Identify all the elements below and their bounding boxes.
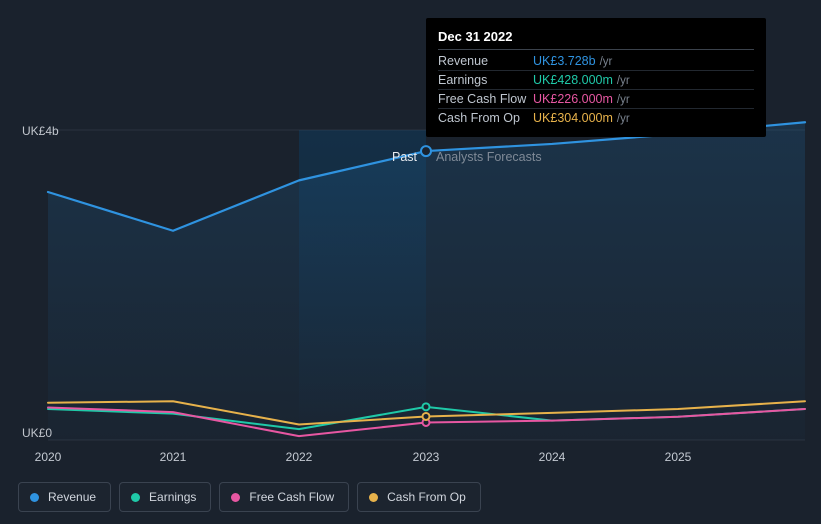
tooltip-row: EarningsUK£428.000m/yr bbox=[438, 71, 754, 90]
y-axis-label-max: UK£4b bbox=[22, 124, 59, 138]
tooltip-metric-value: UK£304.000m bbox=[533, 111, 613, 125]
financials-chart: UK£4b UK£0 Past Analysts Forecasts 2020 2… bbox=[0, 0, 821, 524]
legend-item-earnings[interactable]: Earnings bbox=[119, 482, 211, 512]
tooltip-row: Cash From OpUK£304.000m/yr bbox=[438, 109, 754, 127]
legend-label: Cash From Op bbox=[387, 490, 466, 504]
tooltip-unit: /yr bbox=[600, 56, 613, 68]
legend-dot bbox=[369, 493, 378, 502]
tooltip-date: Dec 31 2022 bbox=[438, 26, 754, 50]
x-tick-label: 2022 bbox=[286, 450, 313, 464]
x-tick-label: 2023 bbox=[413, 450, 440, 464]
legend-item-revenue[interactable]: Revenue bbox=[18, 482, 111, 512]
tooltip-metric-value: UK£428.000m bbox=[533, 73, 613, 87]
legend: Revenue Earnings Free Cash Flow Cash From O… bbox=[18, 482, 481, 512]
legend-dot bbox=[30, 493, 39, 502]
tooltip-metric-value: UK£226.000m bbox=[533, 92, 613, 106]
tooltip-row: RevenueUK£3.728b/yr bbox=[438, 52, 754, 71]
tooltip-metric-value: UK£3.728b bbox=[533, 54, 596, 68]
tooltip-unit: /yr bbox=[617, 94, 630, 106]
tooltip-metric-label: Cash From Op bbox=[438, 111, 533, 125]
x-tick-label: 2025 bbox=[665, 450, 692, 464]
tooltip-row: Free Cash FlowUK£226.000m/yr bbox=[438, 90, 754, 109]
tooltip-rows: RevenueUK£3.728b/yrEarningsUK£428.000m/y… bbox=[438, 52, 754, 127]
legend-label: Revenue bbox=[48, 490, 96, 504]
legend-label: Earnings bbox=[149, 490, 196, 504]
tooltip-metric-label: Revenue bbox=[438, 54, 533, 68]
legend-item-cfo[interactable]: Cash From Op bbox=[357, 482, 481, 512]
x-tick-label: 2024 bbox=[539, 450, 566, 464]
tooltip-metric-label: Earnings bbox=[438, 73, 533, 87]
tooltip-unit: /yr bbox=[617, 113, 630, 125]
hover-tooltip: Dec 31 2022 RevenueUK£3.728b/yrEarningsU… bbox=[426, 18, 766, 137]
past-label: Past bbox=[392, 150, 417, 164]
legend-item-fcf[interactable]: Free Cash Flow bbox=[219, 482, 349, 512]
tooltip-unit: /yr bbox=[617, 75, 630, 87]
tooltip-metric-label: Free Cash Flow bbox=[438, 92, 533, 106]
forecast-label: Analysts Forecasts bbox=[436, 150, 542, 164]
legend-label: Free Cash Flow bbox=[249, 490, 334, 504]
x-tick-label: 2021 bbox=[160, 450, 187, 464]
legend-dot bbox=[131, 493, 140, 502]
x-tick-label: 2020 bbox=[35, 450, 62, 464]
y-axis-label-min: UK£0 bbox=[22, 426, 52, 440]
legend-dot bbox=[231, 493, 240, 502]
